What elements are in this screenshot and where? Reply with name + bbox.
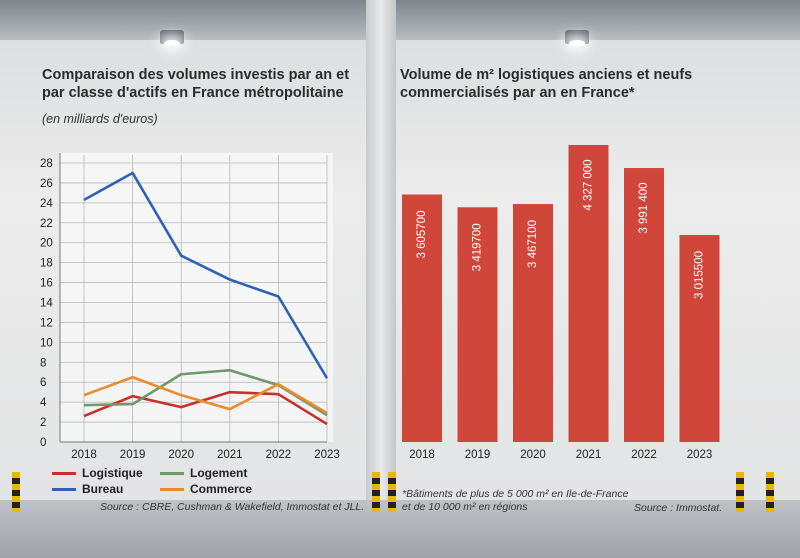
line-chart-title: Comparaison des volumes investis par an … (42, 67, 350, 101)
y-tick-label: 24 (40, 198, 53, 210)
bar-chart-footnote: *Bâtiments de plus de 5 000 m² en Ile-de… (402, 488, 628, 514)
legend-swatch (160, 471, 184, 475)
legend-swatch (160, 487, 184, 491)
legend-swatch (52, 487, 76, 491)
bar-value-label: 4 327 000 (583, 159, 595, 210)
plot-area (60, 153, 333, 442)
x-tick-label: 2019 (465, 449, 491, 461)
hazard-post-icon (388, 472, 396, 512)
y-tick-label: 8 (40, 357, 46, 369)
legend-swatch (52, 471, 76, 475)
bar-2019 (457, 207, 498, 442)
y-tick-label: 22 (40, 218, 53, 230)
y-tick-label: 4 (40, 397, 47, 409)
x-tick-label: 2019 (120, 449, 146, 461)
footnote-line: et de 10 000 m² en régions (402, 501, 528, 513)
x-tick-label: 2022 (266, 449, 292, 461)
y-tick-label: 20 (40, 238, 53, 250)
line-chart-source: Source : CBRE, Cushman & Wakefield, Immo… (100, 501, 365, 513)
y-tick-label: 14 (40, 298, 53, 310)
hazard-post-icon (766, 472, 774, 512)
bar-value-label: 3 991 400 (638, 182, 650, 233)
bar-2018 (402, 194, 442, 442)
x-tick-label: 2018 (71, 449, 97, 461)
bar-value-label: 3 605700 (416, 211, 428, 259)
legend-item-commerce: Commerce (160, 482, 252, 496)
x-tick-label: 2018 (409, 449, 435, 461)
x-tick-label: 2023 (687, 449, 713, 461)
line-chart-subtitle: (en milliards d'euros) (42, 112, 158, 126)
x-tick-label: 2022 (631, 449, 657, 461)
bar-value-label: 3 015500 (694, 251, 706, 299)
series-line-logistique (83, 390, 328, 426)
lamp-glow (569, 40, 585, 46)
footnote-line: *Bâtiments de plus de 5 000 m² en Ile-de… (402, 488, 629, 500)
right-ceiling (394, 0, 800, 40)
bar-chart-title: Volume de m² logistiques anciens et neuf… (400, 67, 693, 101)
bar-value-label: 3 419700 (472, 223, 484, 271)
legend-label: Bureau (82, 482, 124, 496)
hazard-post-icon (736, 472, 744, 512)
x-tick-label: 2020 (520, 449, 546, 461)
y-tick-label: 12 (40, 317, 53, 329)
center-pillar (366, 0, 396, 500)
left-ceiling (0, 0, 370, 40)
y-tick-label: 16 (40, 278, 53, 290)
y-tick-label: 18 (40, 258, 53, 270)
legend-item-logistique: Logistique (52, 466, 143, 480)
bar-2020 (513, 204, 553, 442)
bar-value-label: 3 467100 (527, 220, 539, 268)
legend-label: Logistique (82, 466, 143, 480)
x-tick-label: 2021 (576, 449, 602, 461)
legend-item-logement: Logement (160, 466, 247, 480)
y-tick-label: 10 (40, 337, 53, 349)
y-tick-label: 6 (40, 377, 46, 389)
y-tick-label: 26 (40, 178, 53, 190)
x-tick-label: 2023 (314, 449, 340, 461)
x-tick-label: 2020 (168, 449, 194, 461)
legend-label: Logement (190, 466, 248, 480)
bar-2022 (624, 168, 664, 443)
bar-2021 (568, 145, 609, 442)
floor (0, 500, 800, 558)
lamp-glow (164, 40, 180, 46)
y-tick-label: 2 (40, 417, 46, 429)
series-line-bureau (83, 171, 329, 379)
x-tick-label: 2021 (217, 449, 243, 461)
hazard-post-icon (12, 472, 20, 512)
hazard-post-icon (372, 472, 380, 512)
bar-2023 (679, 235, 720, 442)
bar-chart-source: Source : Immostat. (634, 502, 723, 514)
legend-item-bureau: Bureau (52, 482, 123, 496)
y-tick-label: 0 (40, 437, 46, 449)
series-line-commerce (83, 375, 328, 415)
y-tick-label: 28 (40, 158, 53, 170)
legend-label: Commerce (190, 482, 253, 496)
